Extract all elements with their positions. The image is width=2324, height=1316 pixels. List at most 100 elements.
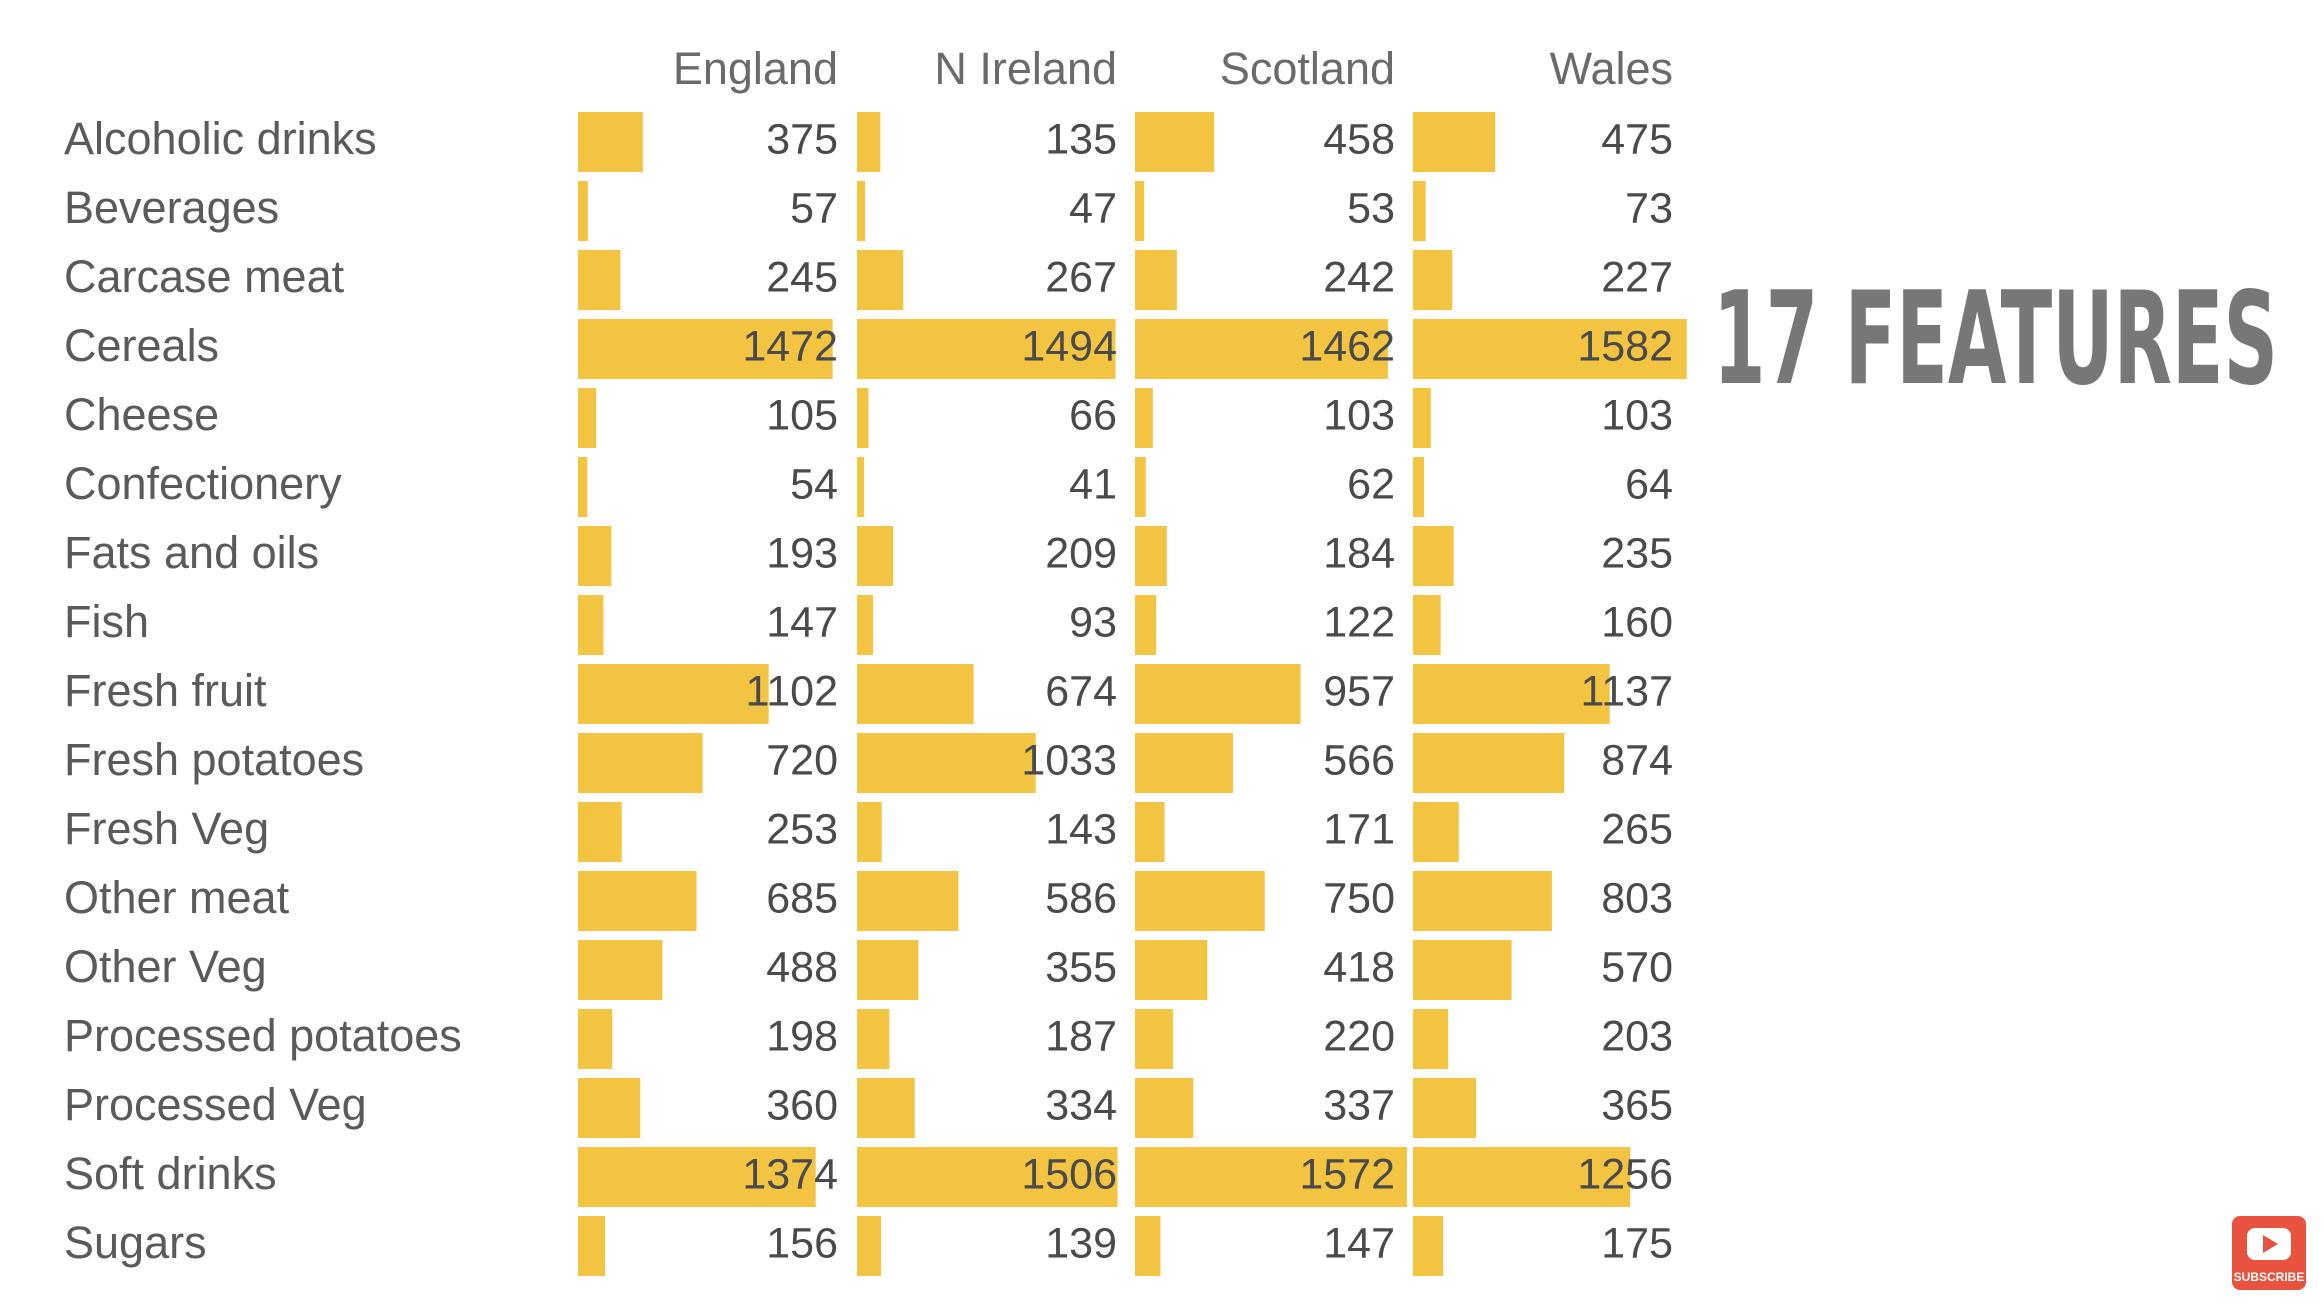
bar — [857, 181, 866, 241]
row-label: Fresh potatoes — [64, 734, 364, 785]
subscribe-badge[interactable]: SUBSCRIBE — [2232, 1216, 2306, 1290]
column-header: N Ireland — [934, 43, 1117, 94]
annotation: 17 FEATURES — [1713, 265, 2278, 414]
row-label: Processed Veg — [64, 1079, 367, 1130]
cell-value: 586 — [1045, 874, 1117, 922]
bar — [1413, 457, 1425, 517]
cell-value: 171 — [1323, 805, 1395, 853]
cell-value: 147 — [1323, 1219, 1395, 1267]
column-header: Scotland — [1220, 43, 1395, 94]
bar — [578, 526, 612, 586]
cell-value: 874 — [1601, 736, 1673, 784]
bar — [857, 1009, 890, 1069]
cell-value: 1506 — [1021, 1150, 1117, 1198]
cell-value: 1462 — [1299, 322, 1395, 370]
cell-value: 187 — [1045, 1012, 1117, 1060]
row-label: Cheese — [64, 389, 219, 440]
bar — [857, 1216, 882, 1276]
bar — [857, 388, 869, 448]
cell-value: 103 — [1323, 391, 1395, 439]
bar — [1413, 940, 1512, 1000]
bar — [578, 733, 703, 793]
cell-value: 355 — [1045, 943, 1117, 991]
cell-value: 475 — [1601, 115, 1673, 163]
cell-value: 73 — [1625, 184, 1673, 232]
bar — [1413, 388, 1431, 448]
bar — [578, 1216, 605, 1276]
row-label: Alcoholic drinks — [64, 113, 377, 164]
bar — [857, 664, 974, 724]
cell-value: 1374 — [742, 1150, 838, 1198]
bar — [857, 595, 874, 655]
bar — [857, 457, 865, 517]
bar — [1135, 250, 1177, 310]
bar — [578, 664, 769, 724]
cell-value: 803 — [1601, 874, 1673, 922]
bar — [1413, 250, 1453, 310]
cell-value: 570 — [1601, 943, 1673, 991]
cell-value: 53 — [1347, 184, 1395, 232]
cell-value: 957 — [1323, 667, 1395, 715]
cell-value: 193 — [766, 529, 838, 577]
cell-value: 265 — [1601, 805, 1673, 853]
bar — [1135, 1216, 1161, 1276]
bar — [857, 802, 882, 862]
bar — [857, 526, 894, 586]
cell-value: 360 — [766, 1081, 838, 1129]
bar — [1413, 802, 1459, 862]
bar — [1135, 1009, 1174, 1069]
cell-value: 147 — [766, 598, 838, 646]
column-header: England — [673, 43, 838, 94]
cell-value: 103 — [1601, 391, 1673, 439]
row-label: Carcase meat — [64, 251, 345, 302]
cell-value: 122 — [1323, 598, 1395, 646]
cell-value: 1033 — [1021, 736, 1117, 784]
cell-value: 156 — [766, 1219, 838, 1267]
text-layer: England N Ireland Scotland Wales Alcoholic d… — [64, 43, 1673, 1268]
bar — [1413, 319, 1687, 379]
cell-value: 54 — [790, 460, 838, 508]
bar — [857, 1147, 1118, 1207]
bar — [578, 181, 588, 241]
cell-value: 1572 — [1299, 1150, 1395, 1198]
cell-value: 235 — [1601, 529, 1673, 577]
bar — [578, 1009, 613, 1069]
cell-value: 418 — [1323, 943, 1395, 991]
bar — [1135, 181, 1145, 241]
bar — [1135, 733, 1233, 793]
bar — [1135, 526, 1167, 586]
bar — [1413, 871, 1552, 931]
bar — [1413, 112, 1496, 172]
bar — [1135, 664, 1301, 724]
cell-value: 1102 — [746, 667, 838, 715]
cell-value: 375 — [766, 115, 838, 163]
bar — [1135, 1078, 1194, 1138]
bar — [1135, 112, 1215, 172]
cell-value: 674 — [1045, 667, 1117, 715]
bar — [578, 457, 588, 517]
bar — [1135, 1147, 1407, 1207]
bar — [578, 595, 604, 655]
cell-value: 566 — [1323, 736, 1395, 784]
cell-value: 105 — [766, 391, 838, 439]
row-label: Fresh Veg — [64, 803, 269, 854]
row-label: Beverages — [64, 182, 279, 233]
cell-value: 227 — [1601, 253, 1673, 301]
cell-value: 365 — [1601, 1081, 1673, 1129]
bar — [578, 319, 833, 379]
row-label: Cereals — [64, 320, 219, 371]
bar — [1135, 457, 1146, 517]
bar-layer — [578, 112, 1687, 1276]
bar — [857, 1078, 915, 1138]
bar — [857, 871, 959, 931]
column-header: Wales — [1550, 43, 1673, 94]
row-label: Processed potatoes — [64, 1010, 462, 1061]
cell-value: 1256 — [1577, 1150, 1673, 1198]
bar — [578, 1147, 816, 1207]
row-label: Fats and oils — [64, 527, 319, 578]
cell-value: 139 — [1045, 1219, 1117, 1267]
bar — [1413, 733, 1565, 793]
bar — [578, 940, 663, 1000]
cell-value: 64 — [1625, 460, 1673, 508]
